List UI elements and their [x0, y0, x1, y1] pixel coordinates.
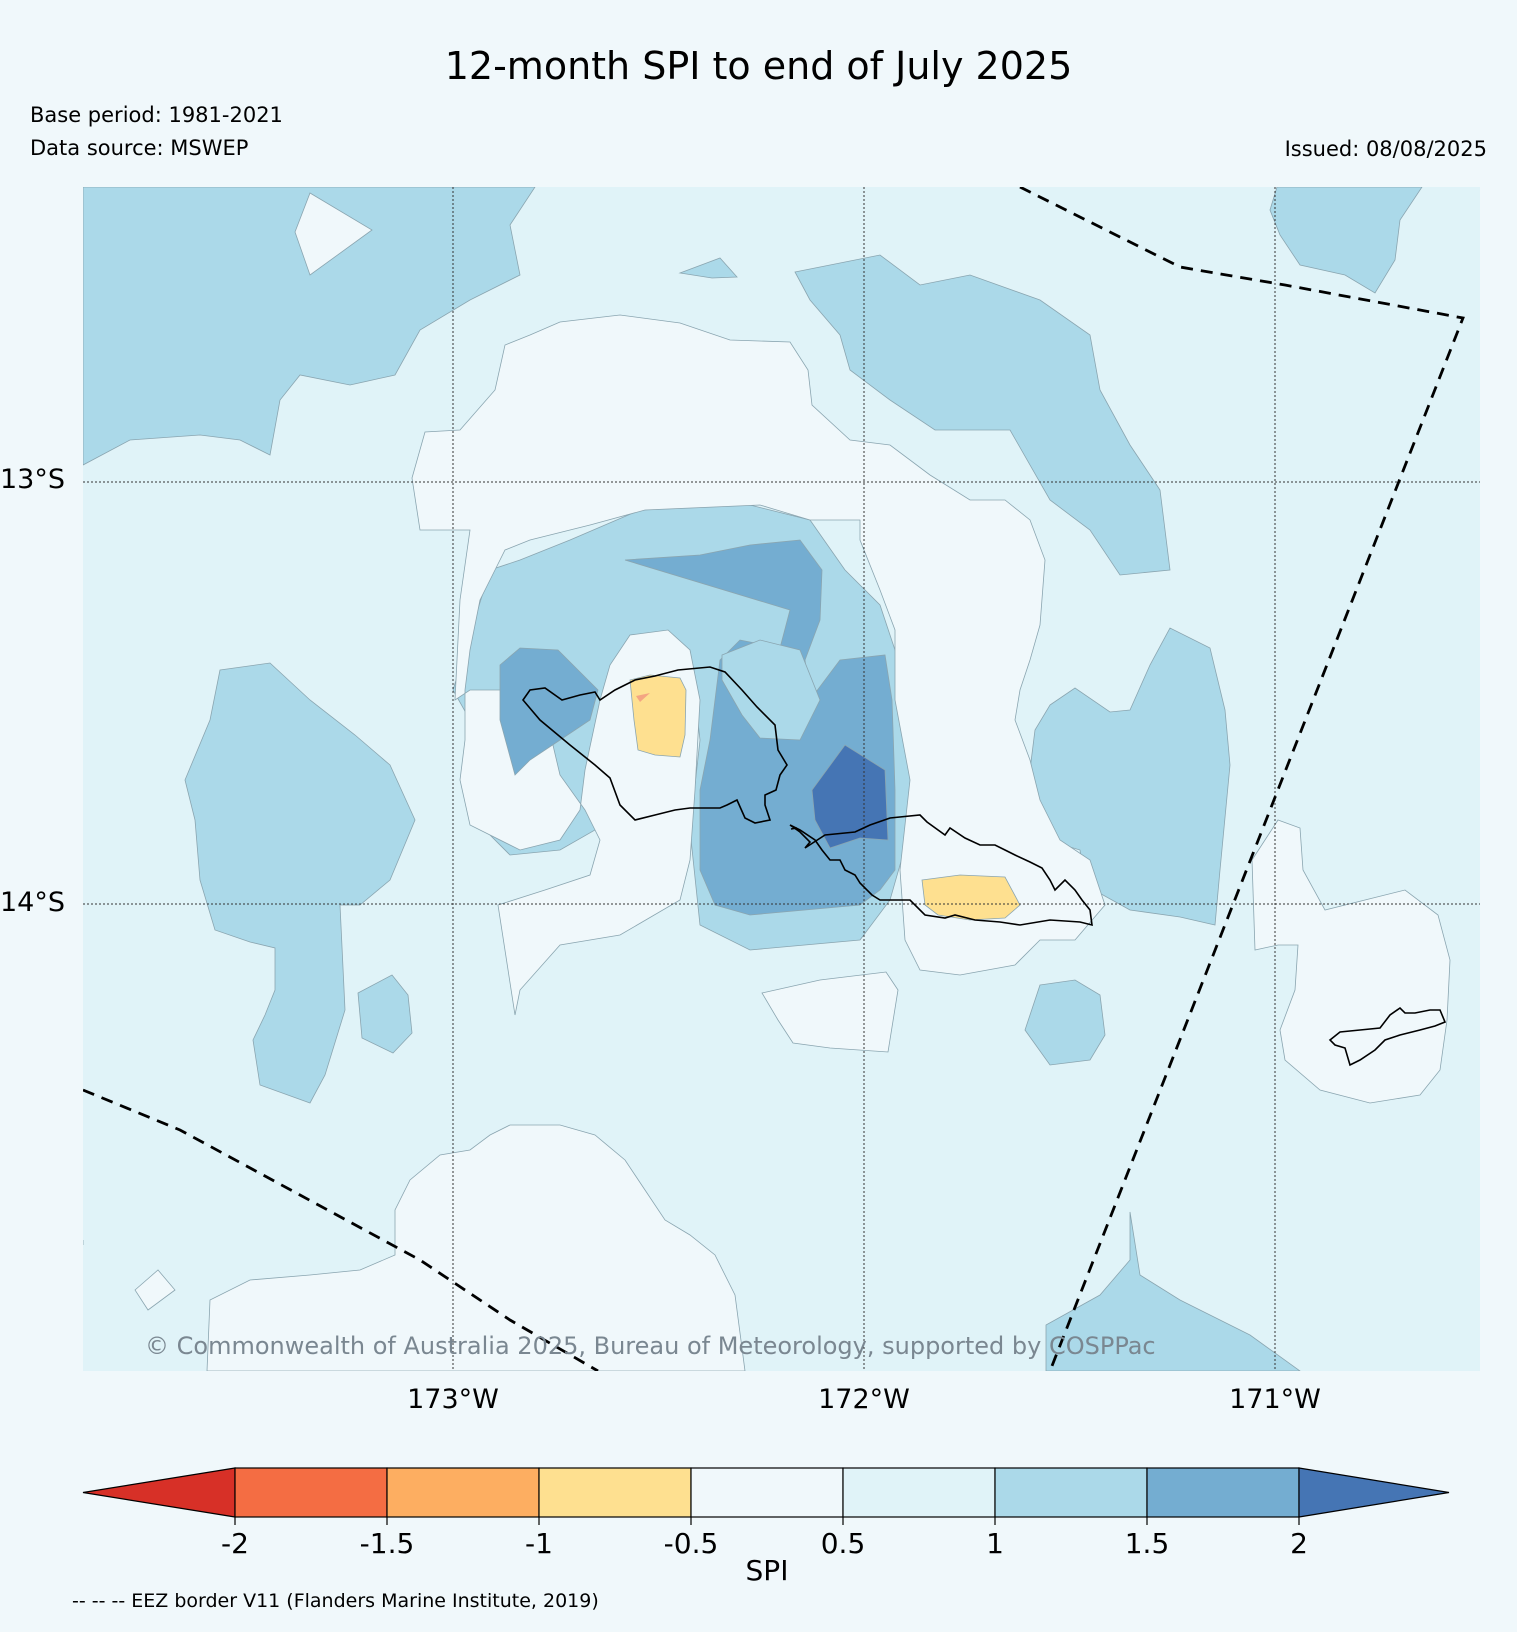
base-period: Base period: 1981-2021 — [30, 103, 283, 127]
map-panel: © Commonwealth of Australia 2025, Bureau… — [83, 187, 1480, 1371]
colorbar: -2 -1.5 -1 -0.5 0.5 1 1.5 2 — [82, 1467, 1450, 1560]
copyright-text: © Commonwealth of Australia 2025, Bureau… — [145, 1332, 1156, 1360]
lon-label-172w: 172°W — [818, 1384, 910, 1415]
colorbar-segment — [1146, 1467, 1300, 1518]
lat-label-13s: 13°S — [0, 464, 65, 495]
eez-border — [83, 187, 1465, 1371]
colorbar-tick-label: -1.5 — [360, 1527, 415, 1560]
map-title: 12-month SPI to end of July 2025 — [444, 44, 1073, 88]
issued-date: Issued: 08/08/2025 — [1284, 137, 1487, 161]
spi-dry-spot — [636, 693, 650, 702]
colorbar-segment — [386, 1467, 540, 1518]
colorbar-tick-label: 2 — [1290, 1527, 1308, 1560]
colorbar-segment — [994, 1467, 1148, 1518]
colorbar-tick-label: 0.5 — [821, 1527, 866, 1560]
coastlines — [521, 666, 1447, 1067]
lat-label-14s: 14°S — [0, 887, 65, 918]
colorbar-tick-label: 1 — [986, 1527, 1004, 1560]
colorbar-segment — [690, 1467, 844, 1518]
colorbar-extend-low — [82, 1467, 236, 1518]
spi-above-2-region — [811, 744, 889, 849]
colorbar-tick-label: -2 — [221, 1527, 249, 1560]
colorbar-tick-label: -0.5 — [664, 1527, 719, 1560]
spi-neutral-regions — [83, 192, 1451, 1371]
graticule — [83, 187, 1480, 1371]
colorbar-extend-high — [1298, 1467, 1450, 1518]
colorbar-tick-label: 1.5 — [1125, 1527, 1170, 1560]
colorbar-segment — [538, 1467, 692, 1518]
eez-footnote: -- -- -- EEZ border V11 (Flanders Marine… — [72, 1590, 599, 1612]
lon-label-173w: 173°W — [407, 1384, 499, 1415]
lon-label-171w: 171°W — [1229, 1384, 1321, 1415]
colorbar-segment — [842, 1467, 996, 1518]
colorbar-label: SPI — [746, 1554, 789, 1587]
colorbar-tick-label: -1 — [525, 1527, 553, 1560]
spi-1-to-1.5-pocket — [721, 639, 821, 741]
data-source: Data source: MSWEP — [30, 136, 249, 160]
colorbar-segment — [234, 1467, 388, 1518]
